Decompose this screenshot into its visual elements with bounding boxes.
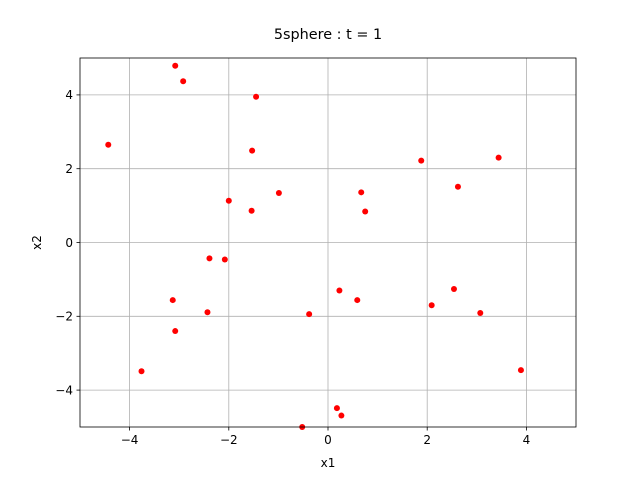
data-point [450,285,457,292]
data-point [358,189,365,196]
data-point [428,302,435,309]
data-points [105,62,524,430]
data-point [172,328,179,335]
data-point [338,412,345,419]
axis-ticks: −4 −2 0 2 4 −4 −2 0 2 4 [55,88,530,447]
data-point [517,367,524,374]
data-point [225,197,232,204]
data-point [206,255,213,262]
x-tick-label: 2 [423,433,431,447]
y-tick-label: 4 [65,88,73,102]
data-point [138,368,145,375]
x-axis-label: x1 [321,456,336,470]
data-point [306,311,313,318]
data-point [275,190,282,197]
data-point [454,183,461,190]
data-point [172,62,179,69]
data-point [249,147,256,154]
x-tick-label: −2 [220,433,238,447]
data-point [495,154,502,161]
chart-title: 5sphere : t = 1 [274,27,382,43]
x-tick-label: 4 [523,433,531,447]
data-point [204,309,211,316]
data-point [354,297,361,304]
y-tick-label: 2 [65,162,73,176]
y-axis-label: x2 [30,235,44,250]
data-point [333,405,340,412]
data-point [477,309,484,316]
y-tick-label: −2 [55,310,73,324]
x-tick-label: −4 [121,433,139,447]
y-tick-label: −4 [55,383,73,397]
data-point [105,141,112,148]
data-point [253,93,260,100]
data-point [169,297,176,304]
x-tick-label: 0 [324,433,332,447]
data-point [221,256,228,263]
data-point [336,287,343,294]
data-point [362,208,369,215]
data-point [418,157,425,164]
grid [80,58,576,427]
y-tick-label: 0 [65,236,73,250]
data-point [180,78,187,85]
data-point [248,207,255,214]
